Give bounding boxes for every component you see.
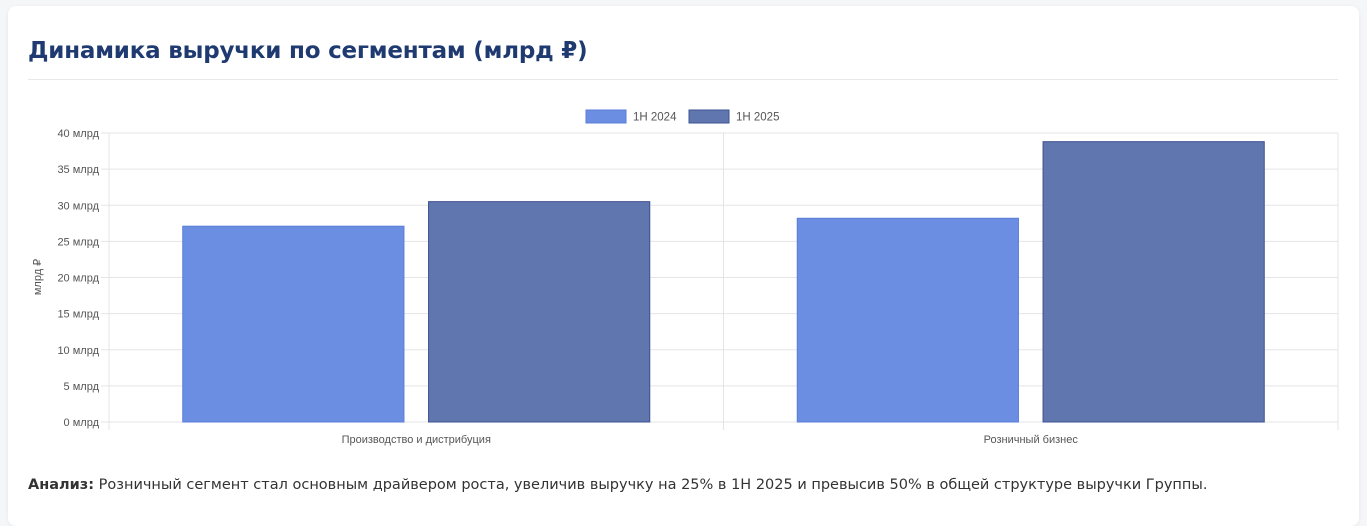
bar-2025-0[interactable] [428, 201, 651, 423]
legend-label-1[interactable]: 1H 2025 [736, 112, 779, 124]
legend-swatch-0[interactable] [585, 109, 627, 124]
y-tick-label: 5 млрд [64, 381, 100, 393]
analysis-label: Анализ: [28, 477, 95, 493]
legend-label-0[interactable]: 1H 2024 [633, 112, 677, 124]
x-tick-labels: Производство и дистрибуция Розничный бизн… [342, 434, 1079, 446]
analysis-text: Анализ: Розничный сегмент стал основным … [28, 477, 1207, 493]
y-tick-label: 35 млрд [57, 164, 99, 176]
analysis-body: Розничный сегмент стал основным драйверо… [98, 477, 1208, 493]
x-tick-label: Розничный бизнес [984, 434, 1079, 446]
y-axis-label: млрд ₽ [32, 259, 44, 295]
chart-card: Динамика выручки по сегментам (млрд ₽) 0… [8, 6, 1359, 526]
y-tick-label: 0 млрд [64, 417, 100, 429]
legend[interactable]: 1H 2024 1H 2025 [585, 109, 779, 124]
page-title: Динамика выручки по сегментам (млрд ₽) [28, 38, 588, 64]
x-tick-label: Производство и дистрибуция [342, 434, 491, 446]
bar-2025-1[interactable] [1042, 141, 1265, 423]
bar-2024-0[interactable] [182, 225, 405, 423]
y-tick-label: 30 млрд [57, 200, 99, 212]
y-tick-labels: 0 млрд 5 млрд 10 млрд 15 млрд 20 млрд 25 млрд… [57, 128, 99, 429]
revenue-bar-chart: 0 млрд 5 млрд 10 млрд 15 млрд 20 млрд 25 млрд… [32, 109, 1339, 446]
title-divider [28, 79, 1338, 80]
y-tick-label: 15 млрд [57, 309, 99, 321]
y-tick-label: 10 млрд [57, 345, 99, 357]
y-tick-label: 20 млрд [57, 273, 99, 285]
bar-2024-1[interactable] [796, 217, 1019, 423]
y-tick-label: 25 млрд [57, 236, 99, 248]
legend-swatch-1[interactable] [688, 109, 730, 124]
bars [182, 141, 1265, 423]
y-tick-label: 40 млрд [57, 128, 99, 140]
